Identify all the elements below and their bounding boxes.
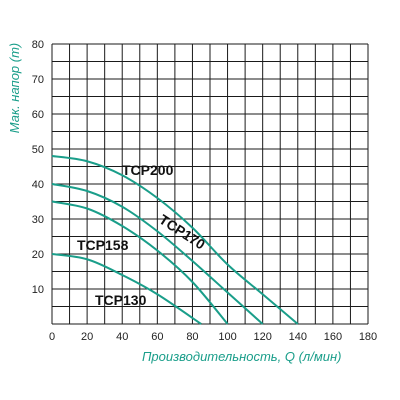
curves: [51, 155, 299, 325]
x-tick-label: 140: [289, 331, 307, 343]
curve-label-tcp158: TCP158: [77, 237, 129, 253]
y-tick-labels: 10 20 30 40 50 60 70 80: [32, 39, 44, 296]
curve-label-tcp200: TCP200: [122, 162, 174, 178]
x-tick-label: 120: [253, 331, 271, 343]
x-tick-label: 160: [324, 331, 342, 343]
y-axis-title: Мак. напор (m): [7, 43, 22, 134]
x-tick-label: 100: [218, 331, 236, 343]
x-axis-title: Производительность, Q (л/мин): [142, 349, 342, 364]
x-tick-label: 80: [186, 331, 198, 343]
curve-label-tcp130: TCP130: [95, 292, 147, 308]
curve-tcp130: [51, 253, 202, 325]
x-tick-label: 20: [81, 331, 93, 343]
y-tick-label: 40: [32, 179, 44, 191]
x-tick-labels: 0 20 40 60 80 100 120 140 160 180: [49, 331, 377, 343]
y-tick-label: 80: [32, 39, 44, 51]
curve-tcp158: [51, 200, 229, 325]
x-tick-label: 60: [151, 331, 163, 343]
y-tick-label: 50: [32, 144, 44, 156]
grid: [51, 43, 369, 325]
y-tick-label: 20: [32, 249, 44, 261]
y-tick-label: 30: [32, 214, 44, 226]
y-tick-label: 70: [32, 74, 44, 86]
y-tick-label: 10: [32, 284, 44, 296]
y-tick-label: 60: [32, 109, 44, 121]
x-tick-label: 180: [359, 331, 377, 343]
x-tick-label: 40: [116, 331, 128, 343]
curve-tcp170: [51, 183, 264, 325]
x-tick-label: 0: [49, 331, 55, 343]
curve-tcp200: [51, 155, 299, 325]
